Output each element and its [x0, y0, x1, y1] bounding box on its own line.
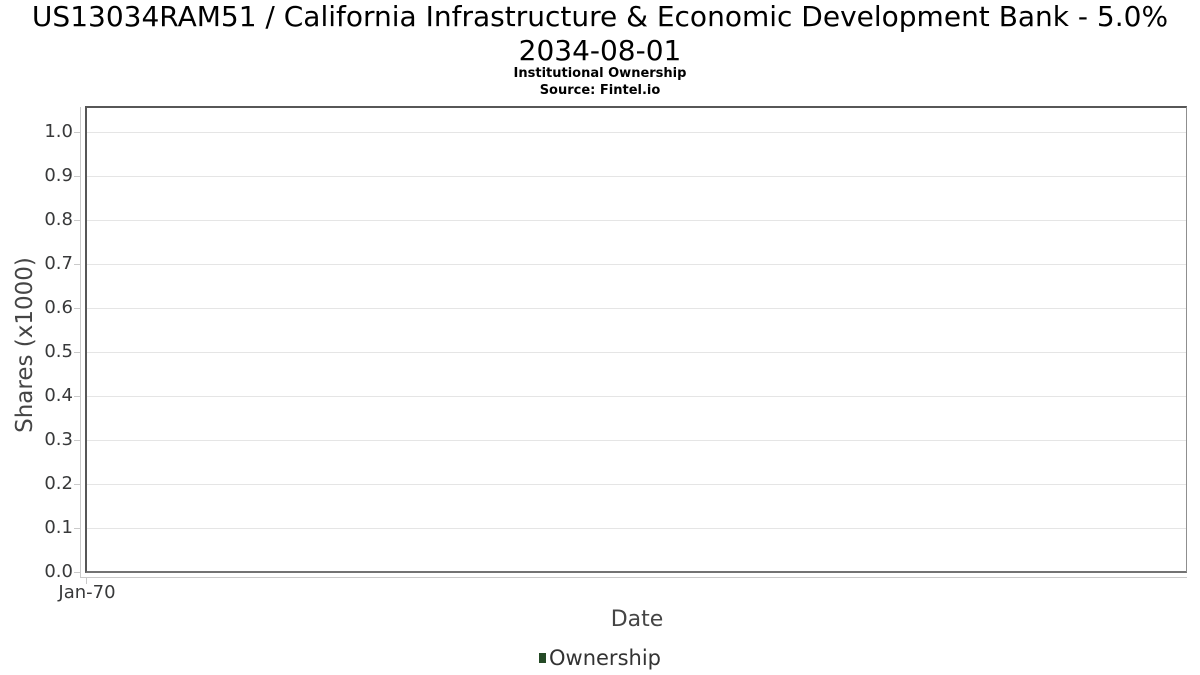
gridline: [87, 440, 1186, 441]
x-axis-title: Date: [610, 607, 664, 632]
y-tick-label: 0.1: [44, 517, 73, 538]
y-tick-label: 0.8: [44, 209, 73, 230]
y-tick-mark: [74, 484, 80, 485]
y-tick-label: 1.0: [44, 121, 73, 142]
y-tick-mark: [74, 572, 80, 573]
x-axis-tick-mark: [86, 577, 87, 584]
y-tick-label: 0.3: [44, 429, 73, 450]
legend-item-ownership[interactable]: Ownership: [539, 645, 661, 671]
plot-area: [85, 106, 1187, 573]
chart-subtitle: Institutional Ownership: [513, 66, 687, 81]
legend-marker-icon: [539, 653, 546, 663]
chart-title-line1: US13034RAM51 / California Infrastructure…: [31, 0, 1169, 33]
y-tick-label: 0.5: [44, 341, 73, 362]
gridline: [87, 176, 1186, 177]
legend: Ownership: [0, 645, 1200, 671]
y-tick-label: 0.0: [44, 561, 73, 582]
gridline: [87, 308, 1186, 309]
y-axis-line: [80, 107, 81, 578]
y-tick-label: 0.2: [44, 473, 73, 494]
gridline: [87, 220, 1186, 221]
gridline: [87, 264, 1186, 265]
chart-title-line2: 2034-08-01: [518, 34, 682, 67]
legend-label: Ownership: [549, 646, 661, 670]
gridline: [87, 484, 1186, 485]
y-tick-mark: [74, 264, 80, 265]
chart-source: Source: Fintel.io: [539, 83, 661, 98]
x-axis-line: [80, 577, 1187, 578]
x-tick-label: Jan-70: [58, 582, 116, 603]
y-tick-mark: [74, 308, 80, 309]
y-tick-mark: [74, 176, 80, 177]
gridline: [87, 528, 1186, 529]
y-tick-label: 0.9: [44, 165, 73, 186]
y-tick-mark: [74, 396, 80, 397]
y-tick-mark: [74, 220, 80, 221]
y-tick-mark: [74, 528, 80, 529]
y-axis-title: Shares (x1000): [12, 257, 38, 433]
y-tick-label: 0.4: [44, 385, 73, 406]
gridline: [87, 352, 1186, 353]
y-tick-mark: [74, 132, 80, 133]
y-tick-label: 0.6: [44, 297, 73, 318]
gridline: [87, 396, 1186, 397]
y-tick-mark: [74, 440, 80, 441]
y-tick-mark: [74, 352, 80, 353]
gridline: [87, 132, 1186, 133]
y-tick-label: 0.7: [44, 253, 73, 274]
